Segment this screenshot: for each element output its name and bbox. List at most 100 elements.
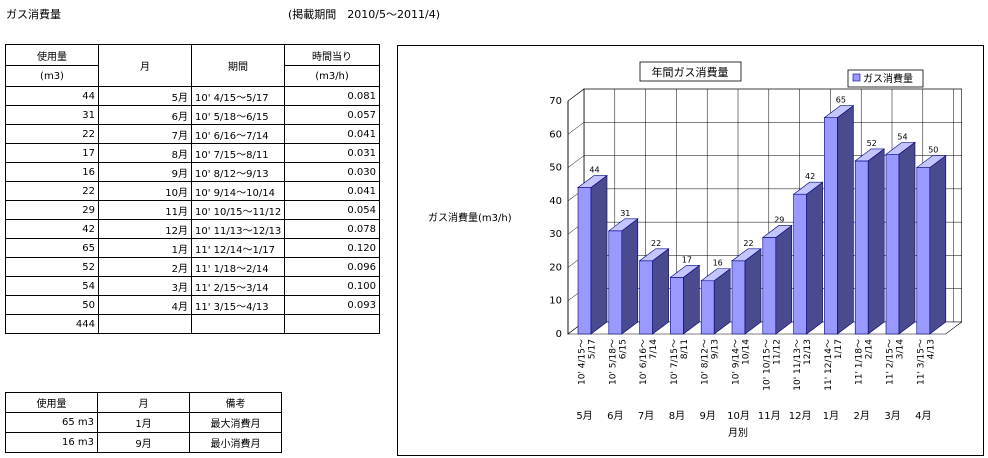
x-tick-label: 10' 7/15～8/11 [670, 339, 690, 385]
month-cell: 3月 [98, 276, 192, 296]
x-month-label: 6月 [607, 410, 623, 422]
data-label: 17 [682, 255, 692, 264]
bar-side [590, 174, 608, 335]
bar-side [652, 248, 669, 335]
total-empty-cell [284, 314, 380, 334]
bar-side [929, 154, 947, 335]
x-month-label: 2月 [854, 410, 870, 422]
summary-usage-cell: 16 m3 [5, 432, 98, 453]
month-cell: 1月 [98, 238, 192, 258]
summary-table: 使用量 月 備考 65 m3 1月 最大消費月 16 m3 9月 最小消費月 [5, 392, 282, 453]
month-cell: 11月 [98, 200, 192, 220]
y-tick-label: 60 [549, 129, 562, 140]
hourly-cell: 0.030 [284, 162, 380, 182]
usage-cell: 54 [5, 276, 99, 296]
x-month-label: 10月 [727, 410, 750, 422]
bar [608, 230, 623, 335]
data-label: 29 [774, 215, 784, 224]
x-month-label: 12月 [789, 410, 812, 422]
data-label: 50 [928, 146, 938, 155]
summary-row: 16 m3 9月 最小消費月 [5, 432, 282, 453]
y-tick-label: 50 [549, 163, 562, 174]
legend-box [847, 69, 924, 88]
hourly-cell: 0.096 [284, 257, 380, 277]
x-month-label: 5月 [576, 410, 592, 422]
bar-side [898, 141, 916, 335]
x-month-label: 8月 [669, 410, 685, 422]
summary-header-usage: 使用量 [5, 392, 98, 413]
usage-cell: 17 [5, 143, 99, 163]
x-tick-label: 11' 3/15～4/13 [916, 339, 936, 385]
month-cell: 7月 [98, 124, 192, 144]
x-tick-label: 11' 1/18～2/14 [855, 339, 875, 385]
x-tick-label: 10' 10/15～11/12 [762, 339, 782, 391]
table-row: 22 7月 10' 6/16～7/14 0.041 [5, 124, 380, 144]
data-label: 31 [620, 209, 630, 218]
total-usage: 444 [5, 314, 99, 334]
table-row: 50 4月 11' 3/15～4/13 0.093 [5, 295, 380, 315]
y-tick-label: 20 [549, 262, 562, 273]
table-row: 16 9月 10' 8/12～9/13 0.030 [5, 162, 380, 182]
hourly-cell: 0.100 [284, 276, 380, 296]
period-cell: 11' 1/18～2/14 [191, 257, 285, 277]
total-empty-cell [98, 314, 192, 334]
month-cell: 2月 [98, 257, 192, 277]
table-row: 31 6月 10' 5/18～6/15 0.057 [5, 105, 380, 125]
table-row: 17 8月 10' 7/15～8/11 0.031 [5, 143, 380, 163]
header-period: 期間 [191, 44, 285, 87]
bar-top [854, 148, 886, 162]
x-month-label: 7月 [638, 410, 654, 422]
bar [793, 193, 807, 335]
table-row: 65 1月 11' 12/14～1/17 0.120 [5, 238, 380, 258]
table-row: 52 2月 11' 1/18～2/14 0.096 [5, 257, 380, 277]
data-label: 52 [867, 139, 877, 148]
usage-cell: 16 [5, 162, 99, 182]
usage-cell: 22 [5, 124, 99, 144]
legend-swatch [852, 73, 861, 82]
table-row: 42 12月 10' 11/13～12/13 0.078 [5, 219, 380, 239]
table-row: 54 3月 11' 2/15～3/14 0.100 [5, 276, 380, 296]
x-month-label: 4月 [915, 410, 931, 422]
hourly-cell: 0.078 [284, 219, 380, 239]
chart-title: 年間ガス消費量 [652, 65, 729, 79]
period-cell: 11' 3/15～4/13 [191, 295, 285, 315]
table-row: 44 5月 10' 4/15～5/17 0.081 [5, 86, 380, 106]
x-tick-label: 10' 8/12～9/13 [701, 339, 721, 385]
period-cell: 11' 12/14～1/17 [191, 238, 285, 258]
chart-title-box [639, 61, 742, 82]
x-tick-label: 10' 9/14～10/14 [732, 339, 752, 385]
bar [731, 260, 746, 335]
period-cell: 10' 5/18～6/15 [191, 105, 285, 125]
usage-cell: 65 [5, 238, 99, 258]
x-month-label: 1月 [823, 410, 839, 422]
x-month-label: 9月 [700, 410, 716, 422]
data-label: 16 [713, 259, 723, 268]
usage-cell: 44 [5, 86, 99, 106]
x-tick-label: 11' 2/15～3/14 [886, 339, 906, 385]
x-axis-title: 月別 [728, 427, 748, 439]
bar [885, 153, 900, 335]
hourly-cell: 0.081 [284, 86, 380, 106]
bar-top [915, 155, 947, 168]
hourly-cell: 0.041 [284, 181, 380, 201]
usage-table: 使用量 月 期間 時間当り (m3) (m3/h) 44 5月 10' 4/15～5… [5, 44, 380, 334]
bar-side [806, 181, 823, 335]
bar [700, 280, 715, 335]
y-tick-label: 40 [549, 196, 562, 207]
bar [670, 277, 684, 335]
bar-top [792, 181, 824, 195]
usage-cell: 50 [5, 295, 99, 315]
usage-cell: 52 [5, 257, 99, 277]
bar-side [621, 218, 639, 335]
bar [639, 260, 653, 335]
bar-top [885, 141, 916, 155]
x-tick-label: 10' 4/15～5/17 [578, 339, 598, 385]
y-tick-label: 0 [556, 329, 562, 340]
chart-area: 0 10 20 30 40 50 60 70 44 31 22 17 16 22 29 42 65 52 54 50 1… [397, 45, 984, 456]
header-month: 月 [98, 44, 192, 87]
bar-top [761, 225, 793, 238]
month-cell: 10月 [98, 181, 192, 201]
x-month-label: 11月 [758, 410, 781, 422]
summary-row: 65 m3 1月 最大消費月 [5, 412, 282, 433]
x-tick-label: 10' 6/16～7/14 [639, 339, 659, 385]
